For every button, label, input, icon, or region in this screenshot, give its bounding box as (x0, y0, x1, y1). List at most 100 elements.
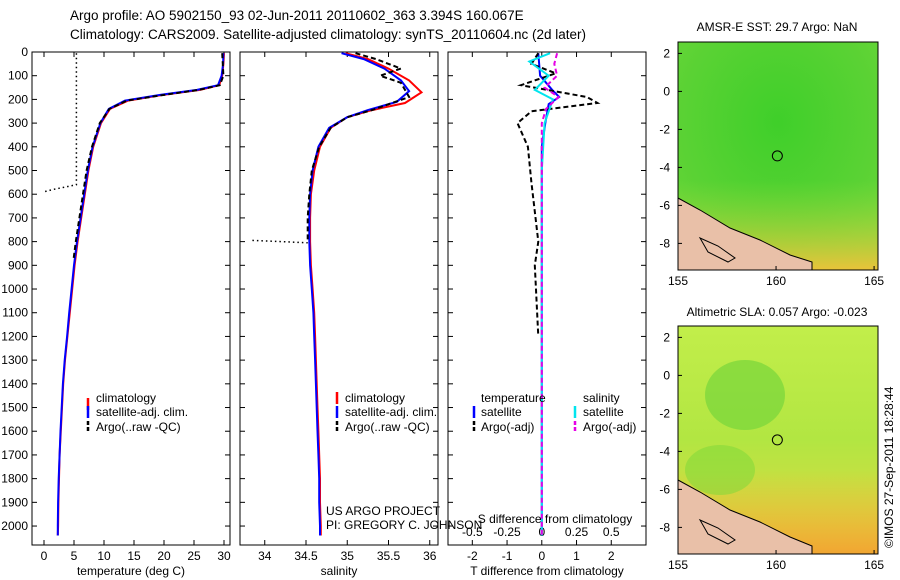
map-y-tick-label: -6 (659, 482, 670, 496)
salinity-x-ticks: 34 34.5 35 35.5 36 (258, 52, 437, 563)
series-argo-raw-qc- (306, 52, 411, 242)
temperature-xlabel: temperature (deg C) (77, 564, 185, 578)
map-y-tick-label: -4 (659, 444, 670, 458)
y-tick-label: 1200 (1, 329, 28, 343)
x-tick-label: 30 (217, 549, 231, 563)
x-tick-label: 35 (341, 549, 355, 563)
s-tick-label: -0.5 (462, 525, 483, 539)
y-tick-label: 900 (8, 258, 28, 272)
legend-argo-label: Argo(..raw -QC) (96, 420, 181, 434)
salinity-panel: 34 34.5 35 35.5 36 salinity climatology sate… (239, 51, 482, 578)
s-tick-label: 0.5 (603, 525, 620, 539)
temperature-y-ticks: 0 100 200 300 400 500 600 700 800 900 1000 1100 1200… (1, 45, 28, 533)
series-climatology (309, 52, 424, 536)
map-x-tick-label: 160 (766, 558, 786, 572)
sst-map-frame (677, 41, 879, 271)
map-y-tick-label: -8 (659, 520, 670, 534)
sla-map-ticks: 155 160 165 2 0 -2 -4 -6 -8 (659, 330, 884, 572)
sst-argo-position-marker (771, 150, 783, 162)
map-x-tick-label: 165 (864, 274, 884, 288)
map-y-tick-label: 2 (663, 46, 670, 60)
series-argo-raw-qc- (72, 53, 225, 261)
series-raw-dotted- (43, 53, 78, 193)
map-y-tick-label: 0 (663, 368, 670, 382)
legend-s-satellite-label: satellite (583, 405, 624, 419)
x-tick-label: 36 (423, 549, 437, 563)
legend-t-argo-label: Argo(-adj) (481, 420, 534, 434)
legend-s-argo-label: Argo(-adj) (583, 420, 636, 434)
difference-s-xlabel: S difference from climatology (478, 512, 633, 526)
temperature-x-ticks: 0 5 10 15 20 25 30 (41, 52, 231, 563)
salinity-xlabel: salinity (321, 564, 358, 578)
difference-panel: -2 -1 0 1 2 -0.5 -0.25 0 0.25 0.5 S difference f… (447, 51, 647, 578)
y-tick-label: 700 (8, 211, 28, 225)
map-y-tick-label: -4 (659, 160, 670, 174)
map-y-tick-label: -2 (659, 122, 670, 136)
y-tick-label: 200 (8, 92, 28, 106)
sla-green-patch (705, 360, 785, 430)
series-climatology (56, 53, 225, 536)
difference-series (516, 52, 601, 536)
y-tick-label: 1100 (2, 306, 28, 320)
project-pi: PI: GREGORY C. JOHNSON (326, 518, 482, 532)
difference-axes-box (447, 51, 647, 546)
sst-map-ticks: 155 160 165 2 0 -2 -4 -6 -8 (659, 46, 884, 288)
temperature-series (43, 53, 225, 536)
project-name: US ARGO PROJECT (326, 504, 441, 518)
legend-climatology-label: climatology (345, 391, 405, 405)
sst-island (698, 236, 736, 263)
y-tick-label: 1000 (1, 282, 28, 296)
y-tick-label: 0 (21, 45, 28, 59)
map-y-tick-label: 2 (663, 330, 670, 344)
y-tick-label: 1300 (1, 353, 28, 367)
sla-map-title: Altimetric SLA: 0.057 Argo: -0.023 (687, 305, 868, 319)
y-tick-label: 1900 (1, 495, 28, 509)
salinity-series (252, 52, 424, 536)
sla-green-patch-south (685, 445, 755, 495)
x-tick-label: 15 (127, 549, 141, 563)
map-y-tick-label: -6 (659, 198, 670, 212)
temperature-panel: 0 5 10 15 20 25 30 0 100 200 300 400 500 600 700 800 90… (1, 45, 231, 578)
x-tick-label: 1 (573, 549, 580, 563)
y-tick-label: 400 (8, 140, 28, 154)
s-tick-label: 0.25 (565, 525, 589, 539)
legend-satellite-label: satellite-adj. clim. (96, 405, 188, 419)
y-tick-label: 1500 (1, 401, 28, 415)
imos-watermark: ©IMOS 27-Sep-2011 18:28:44 (882, 386, 896, 548)
x-tick-label: 34.5 (294, 549, 318, 563)
legend-salinity-title: salinity (583, 391, 620, 405)
legend-temperature-title: temperature (481, 391, 546, 405)
x-tick-label: -2 (467, 549, 478, 563)
map-x-tick-label: 155 (668, 558, 688, 572)
x-tick-label: 2 (608, 549, 615, 563)
map-y-tick-label: 0 (663, 84, 670, 98)
series-raw-dotted- (252, 239, 308, 244)
sla-map-panel: Altimetric SLA: 0.057 Argo: -0.023 155 16… (659, 305, 884, 572)
legend-satellite-label: satellite-adj. clim. (345, 405, 437, 419)
difference-t-xlabel: T difference from climatology (470, 564, 624, 578)
temperature-axes-box (31, 51, 231, 546)
sla-argo-position-marker (771, 434, 783, 446)
x-tick-label: 25 (187, 549, 201, 563)
sla-island (698, 518, 736, 545)
difference-legend: temperature salinity satellite Argo(-adj… (472, 391, 636, 434)
figure-title-line1: Argo profile: AO 5902150_93 02-Jun-2011 … (70, 8, 524, 23)
sst-map-title: AMSR-E SST: 29.7 Argo: NaN (697, 20, 858, 34)
series-t-argo-adj- (516, 52, 601, 337)
x-tick-label: 35.5 (377, 549, 401, 563)
difference-s-ticks: -0.5 -0.25 0 0.25 0.5 (462, 525, 620, 539)
x-tick-label: 0 (538, 549, 545, 563)
salinity-axes-box (239, 51, 439, 546)
y-tick-label: 600 (8, 187, 28, 201)
figure-title-line2: Climatology: CARS2009. Satellite-adjuste… (70, 27, 587, 42)
series-s-argo-adj- (540, 52, 561, 536)
x-tick-label: 34 (258, 549, 272, 563)
y-tick-label: 2000 (1, 519, 28, 533)
sla-map-frame (677, 325, 879, 555)
y-tick-label: 1400 (1, 377, 28, 391)
temperature-legend: climatology satellite-adj. clim. Argo(..… (86, 391, 188, 434)
y-tick-label: 500 (8, 164, 28, 178)
difference-x-ticks: -2 -1 0 1 2 (467, 52, 615, 563)
legend-argo-label: Argo(..raw -QC) (345, 420, 430, 434)
